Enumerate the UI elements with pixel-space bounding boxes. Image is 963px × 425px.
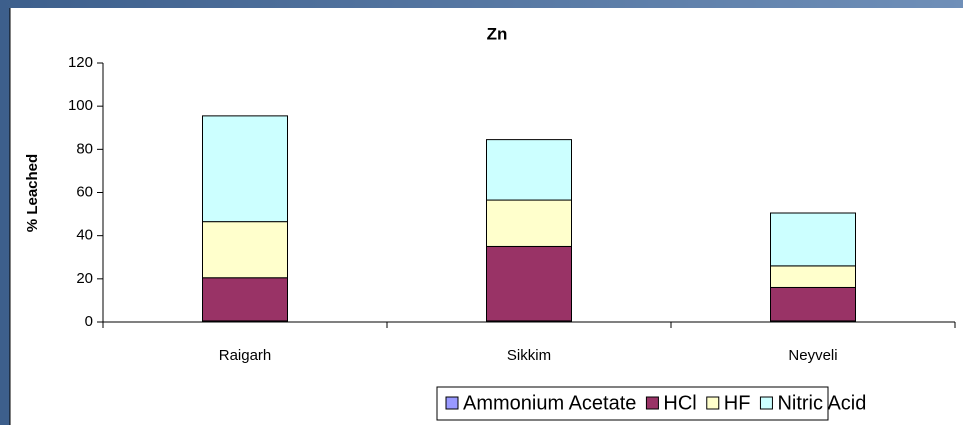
bar-segment xyxy=(202,221,288,279)
y-tick-label: 60 xyxy=(76,183,93,200)
x-tick-label: Raigarh xyxy=(219,347,272,364)
bar-segment xyxy=(770,286,856,322)
y-tick-label: 40 xyxy=(76,227,93,244)
bar-segment xyxy=(486,245,572,322)
bar-segment xyxy=(486,199,572,247)
y-tick-label: 0 xyxy=(85,313,93,330)
legend-label: Ammonium Acetate xyxy=(463,392,636,414)
x-tick-label: Neyveli xyxy=(788,347,837,364)
bar-segment xyxy=(202,115,288,223)
legend-marker xyxy=(645,396,659,410)
legend-marker xyxy=(759,396,773,410)
bar-segment xyxy=(202,277,288,322)
legend-marker xyxy=(445,396,459,410)
chart-title: Zn xyxy=(487,24,508,43)
y-tick-label: 80 xyxy=(76,140,93,157)
y-tick-label: 100 xyxy=(68,97,93,114)
legend-label: HCl xyxy=(663,392,696,414)
legend-marker xyxy=(706,396,720,410)
y-tick-label: 120 xyxy=(68,54,93,71)
bar-segment xyxy=(770,265,856,288)
y-axis-label: % Leached xyxy=(24,154,41,232)
legend-label: Nitric Acid xyxy=(777,392,866,414)
bar-segment xyxy=(770,212,856,267)
x-tick-label: Sikkim xyxy=(507,347,551,364)
legend-label: HF xyxy=(724,392,751,414)
bar-segment xyxy=(486,139,572,201)
y-tick-label: 20 xyxy=(76,270,93,287)
